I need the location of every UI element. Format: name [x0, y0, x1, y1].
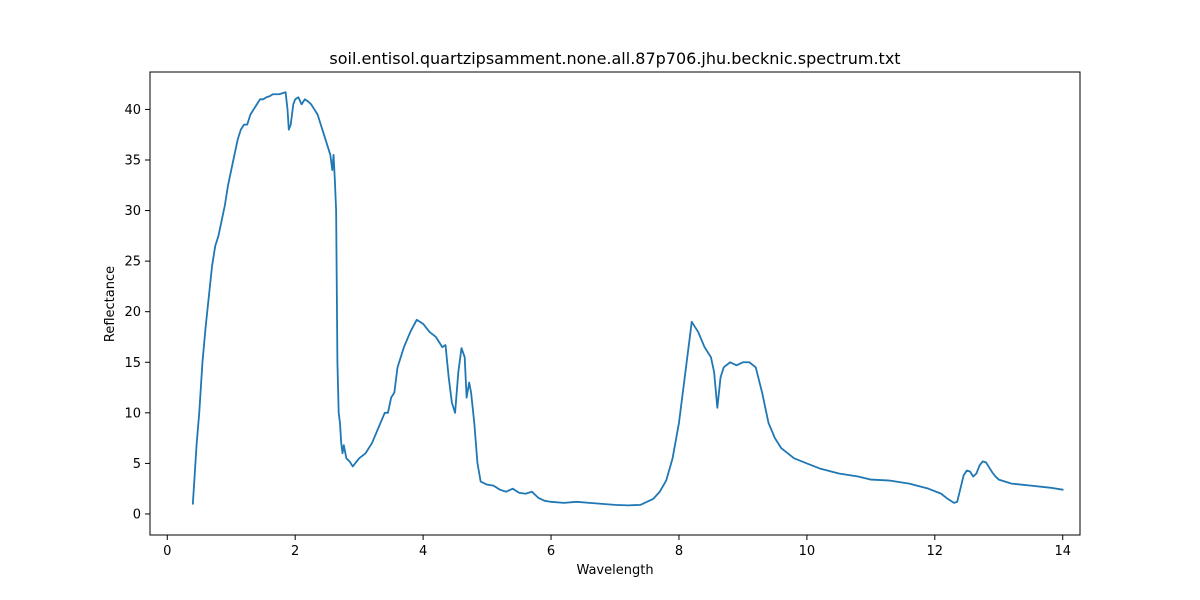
- x-tick-label: 0: [163, 544, 171, 559]
- x-tick-label: 14: [1054, 544, 1071, 559]
- y-tick-label: 25: [124, 255, 141, 270]
- x-axis-ticks: 0 2 4 6 8 10 12 14: [163, 535, 1071, 559]
- chart-title: soil.entisol.quartzipsamment.none.all.87…: [329, 49, 900, 68]
- y-tick-label: 40: [124, 103, 141, 118]
- y-tick-label: 15: [124, 356, 141, 371]
- y-axis-ticks: 0 5 10 15 20 25 30 35 40: [124, 103, 150, 522]
- x-tick-label: 2: [291, 544, 299, 559]
- y-tick-label: 30: [124, 204, 141, 219]
- y-tick-label: 20: [124, 305, 141, 320]
- x-tick-label: 8: [675, 544, 683, 559]
- x-tick-label: 12: [927, 544, 944, 559]
- y-tick-label: 0: [133, 507, 141, 522]
- y-axis-label: Reflectance: [103, 266, 118, 342]
- x-tick-label: 4: [419, 544, 427, 559]
- y-tick-label: 10: [124, 406, 141, 421]
- x-axis-label: Wavelength: [576, 563, 653, 578]
- y-tick-label: 5: [133, 457, 141, 472]
- y-tick-label: 35: [124, 153, 141, 168]
- x-tick-label: 10: [799, 544, 816, 559]
- spectrum-line: [191, 91, 1064, 507]
- plot-frame: [149, 71, 1081, 536]
- x-tick-label: 6: [547, 544, 555, 559]
